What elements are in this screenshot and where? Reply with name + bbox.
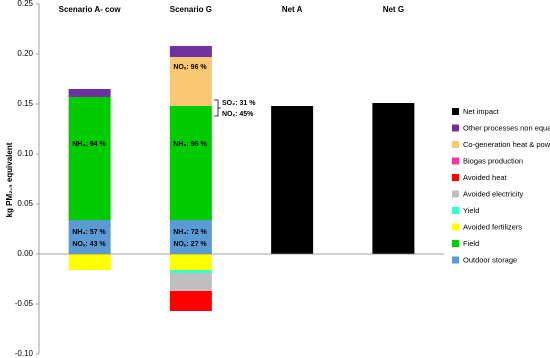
y-axis-label: kg PM₂.₅ equivalent [5,142,14,217]
y-tick-label: -0.10 [15,349,34,358]
legend-swatch [452,124,459,132]
legend-swatch [452,207,459,214]
annotation: NH₃: 57 % [72,229,106,236]
legend-label: Yield [463,206,479,215]
legend-swatch [452,174,459,181]
bar-segment [169,220,212,254]
annotation: NOₓ: 27 % [173,241,207,248]
legend-label: Avoided fertilizers [463,222,522,231]
category-label: Scenario A- cow [59,5,122,14]
y-tick-label: 0.20 [17,49,33,58]
bar-segment [169,291,212,311]
legend-label: Field [463,239,479,248]
annotation: NOₓ: 96 % [173,64,207,71]
legend-swatch [452,256,459,264]
bar-segment [68,97,111,220]
bar-segment [68,254,111,270]
y-tick-label: 0.25 [17,0,33,8]
annotation: NOₓ: 45% [222,111,254,118]
legend-swatch [452,190,459,198]
bar-segment [169,106,212,220]
legend-swatch [452,157,459,165]
category-label: Net G [383,5,404,14]
legend-label: Co-generation heat & power [463,140,550,149]
legend-swatch [452,108,459,115]
legend-label: Net impact [463,107,500,116]
annotation: NH₃: 95 % [173,141,207,148]
bar-segment [68,89,111,97]
y-tick-label: 0.15 [17,99,33,108]
legend-label: Biogas production [463,156,523,165]
bar-segment [169,273,212,291]
legend-label: Other processes non equal [463,123,550,132]
legend-swatch [452,240,459,247]
legend-label: Outdoor storage [463,255,517,264]
legend-label: Avoided electricity [463,189,524,198]
category-label: Net A [282,5,303,14]
bar-segment [169,254,212,270]
legend-label: Avoided heat [463,173,508,182]
y-tick-label: 0.05 [17,199,33,208]
annotation: NOₓ: 43 % [72,241,106,248]
annotation: SO₂: 31 % [222,100,256,107]
bar-segment [68,220,111,254]
legend-swatch [452,223,459,231]
y-tick-label: 0.00 [17,249,33,258]
y-tick-label: 0.10 [17,149,33,158]
annotation: NH₃: 72 % [173,229,207,236]
bar-segment [169,270,212,273]
legend-swatch [452,141,459,148]
annotation: NH₃: 94 % [72,141,106,148]
bar-segment [169,57,212,106]
bar-segment [169,46,212,57]
y-tick-label: -0.05 [15,299,34,308]
category-label: Scenario G [170,5,212,14]
bar-segment [372,103,415,254]
bracket [214,99,221,117]
bar-segment [271,106,314,254]
